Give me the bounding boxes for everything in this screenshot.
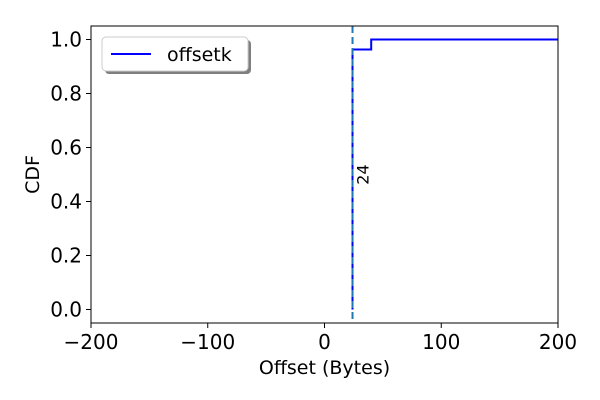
legend: offsetk (101, 36, 251, 74)
x-axis-label: Offset (Bytes) (259, 357, 390, 379)
x-tick-label: −200 (64, 330, 119, 354)
annotation-layer: 24 (351, 26, 373, 323)
y-axis-label: CDF (22, 155, 44, 194)
x-tick-label: 0 (318, 330, 331, 354)
y-tick-label: 0.2 (50, 244, 82, 268)
y-tick-label: 0.4 (50, 190, 82, 214)
legend-box (101, 36, 249, 72)
y-tick-label: 1.0 (50, 28, 82, 52)
y-tick-label: 0.0 (50, 298, 82, 322)
y-tick-label: 0.6 (50, 136, 82, 160)
y-tick-label: 0.8 (50, 82, 82, 106)
ticks-layer: −200 −100 0 100 200 0.0 0.2 0.4 0.6 0.8 1.0 (50, 28, 577, 355)
x-tick-label: 200 (539, 330, 577, 354)
vline-label: 24 (354, 164, 373, 184)
x-tick-label: −100 (180, 330, 235, 354)
legend-label-offsetk: offsetk (167, 44, 232, 66)
x-tick-label: 100 (422, 330, 460, 354)
